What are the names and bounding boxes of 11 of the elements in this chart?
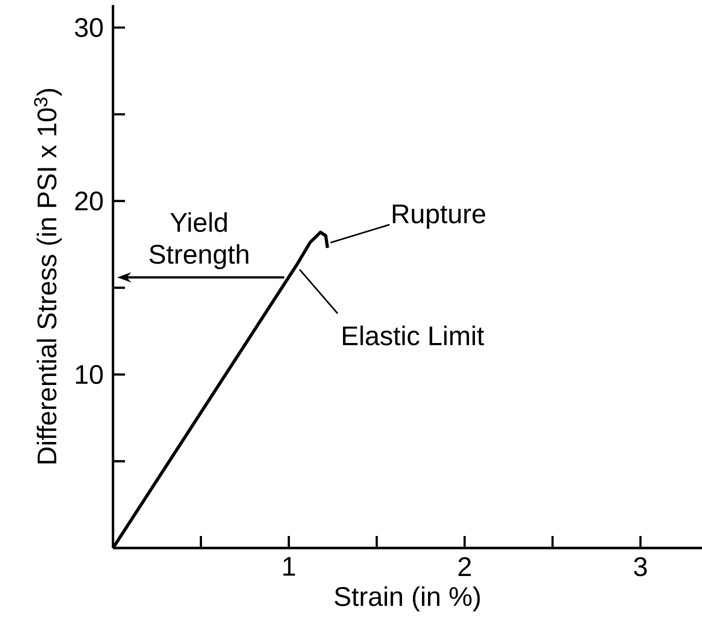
y-tick-label: 30	[74, 18, 103, 38]
y-axis-title: Differential Stress (in PSI x 10$^{3}$)	[34, 89, 62, 464]
y-tick-label: 20	[75, 192, 103, 211]
x-tick-label: 1	[283, 557, 295, 576]
x-axis-title: Strain (in %)	[334, 586, 480, 612]
annotation: Yield Strength	[150, 212, 248, 270]
x-tick-label: 2	[458, 557, 471, 576]
y-tick-label: 10	[76, 364, 103, 384]
annotation: Elastic Limit	[342, 326, 484, 346]
annotation: Rupture	[392, 204, 486, 229]
x-tick-label: 3	[634, 557, 647, 576]
